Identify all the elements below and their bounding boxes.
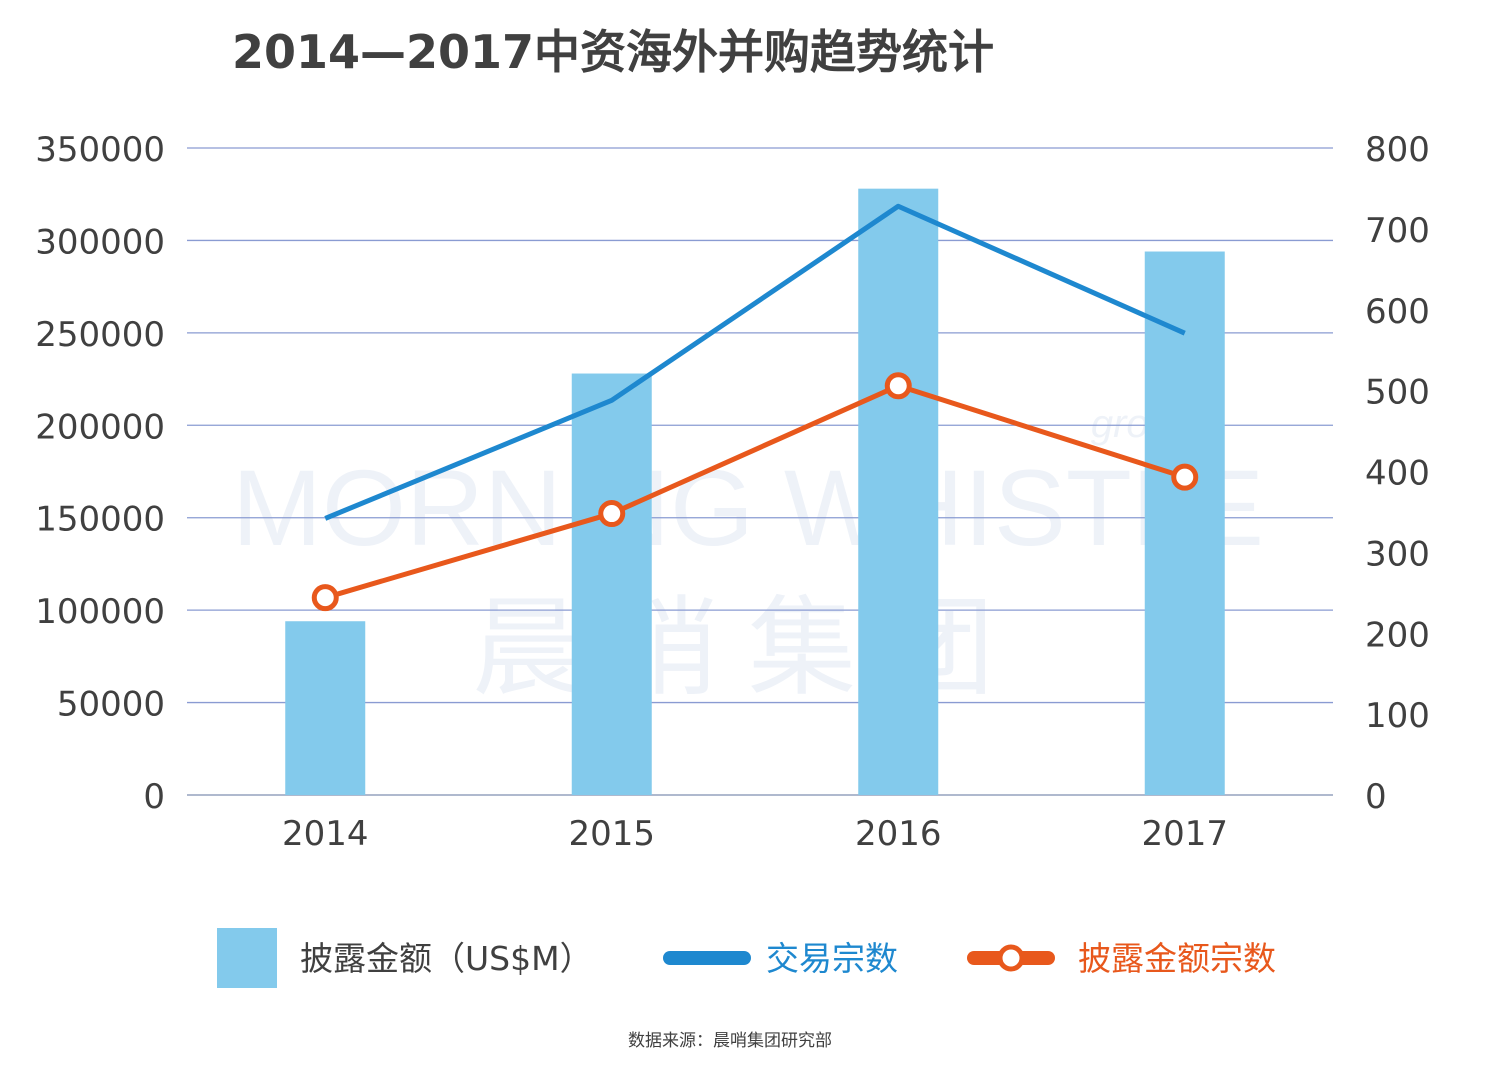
y-right-tick-label: 500 xyxy=(1365,373,1430,413)
x-tick-label: 2016 xyxy=(855,814,942,854)
y-left-tick-label: 300000 xyxy=(35,222,165,262)
x-axis: 2014 2015 2016 2017 xyxy=(282,814,1228,854)
y-right-tick-label: 0 xyxy=(1365,777,1387,817)
y-right-tick-label: 400 xyxy=(1365,454,1430,494)
y-right-tick-label: 300 xyxy=(1365,534,1430,574)
y-left-tick-label: 150000 xyxy=(35,500,165,540)
data-point xyxy=(598,500,626,528)
bar xyxy=(285,621,366,795)
source-note: 数据来源：晨哨集团研究部 xyxy=(628,1031,832,1051)
y-left-tick-label: 50000 xyxy=(57,685,165,725)
bar xyxy=(1144,251,1225,795)
x-tick-label: 2015 xyxy=(568,814,655,854)
x-tick-label: 2014 xyxy=(282,814,369,854)
y-right-tick-label: 700 xyxy=(1365,211,1430,251)
y-right-tick-label: 800 xyxy=(1365,130,1430,170)
legend: 披露金额（US$M） 交易宗数 披露金额宗数 xyxy=(217,928,1276,988)
y-left-tick-label: 350000 xyxy=(35,130,165,170)
legend-label-bar: 披露金额（US$M） xyxy=(300,939,593,978)
y-left-tick-label: 200000 xyxy=(35,407,165,447)
y-left-tick-label: 0 xyxy=(143,777,165,817)
y-right-tick-label: 600 xyxy=(1365,292,1430,332)
x-tick-label: 2017 xyxy=(1141,814,1228,854)
data-point xyxy=(1171,463,1199,491)
series-line xyxy=(324,383,1186,601)
chart-title: 2014—2017中资海外并购趋势统计 xyxy=(232,25,994,79)
gridlines xyxy=(187,147,1333,796)
watermark: MORNING WHISTLE group 晨哨集团 xyxy=(232,402,1264,711)
y-axis-right: 0 100 200 300 400 500 600 700 800 xyxy=(1365,130,1430,817)
data-point xyxy=(311,584,339,612)
legend-swatch-bar xyxy=(217,928,277,988)
legend-swatch-marker-orange xyxy=(997,944,1025,972)
legend-label-line-orange: 披露金额宗数 xyxy=(1078,939,1276,978)
y-axis-left: 0 50000 100000 150000 200000 250000 300000 3500… xyxy=(35,130,165,817)
legend-label-line-blue: 交易宗数 xyxy=(766,939,898,978)
watermark-text: MORNING WHISTLE xyxy=(232,447,1264,568)
bar-series xyxy=(285,188,1225,795)
data-point xyxy=(884,372,912,400)
y-left-tick-label: 250000 xyxy=(35,315,165,355)
watermark-cn: 晨哨集团 xyxy=(472,586,1024,711)
series-line xyxy=(324,203,1186,521)
bar xyxy=(858,188,939,795)
bar xyxy=(571,373,652,795)
y-right-tick-label: 200 xyxy=(1365,615,1430,655)
line-series xyxy=(311,203,1199,612)
y-right-tick-label: 100 xyxy=(1365,696,1430,736)
y-left-tick-label: 100000 xyxy=(35,592,165,632)
